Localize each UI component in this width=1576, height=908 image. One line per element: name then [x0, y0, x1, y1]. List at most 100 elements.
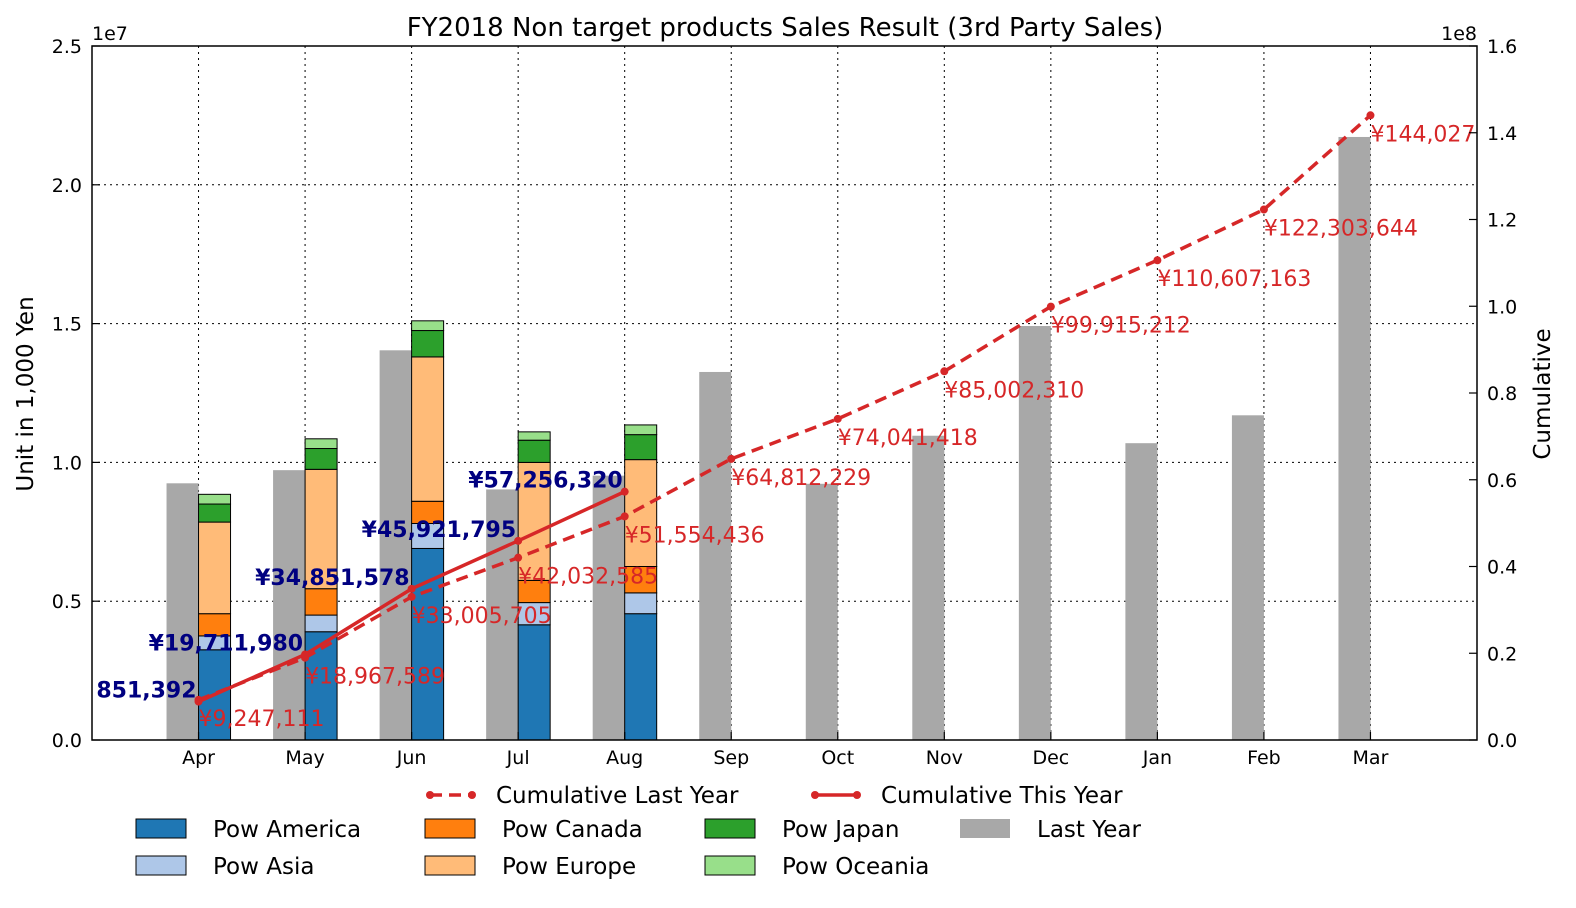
y-exponent-label: 1e7: [92, 23, 128, 45]
x-tick-label: Nov: [926, 747, 963, 769]
bar-pow-europe-may: [304, 468, 338, 590]
legend-patch-pow-europe: [424, 855, 476, 876]
y2-exponent-label: 1e8: [1441, 23, 1477, 45]
point-cumulative-last-year: [833, 414, 842, 423]
y-tick-label: 2.5: [52, 36, 82, 58]
label-cumulative-last-year: ¥42,032,585: [518, 565, 658, 590]
y2-tick-label: 0.8: [1487, 383, 1517, 405]
legend-patch-pow-oceania: [704, 855, 756, 876]
point-cumulative-this-year: [301, 650, 310, 659]
y2-tick-label: 1.2: [1487, 210, 1517, 232]
plot-area: ¥9,247,111 ¥18,967,589 ¥33,005,705 ¥42,032,…: [52, 36, 1517, 769]
legend-label-cumulative-last-year: Cumulative Last Year: [496, 783, 739, 809]
bar-last-year-mar: [1338, 136, 1371, 740]
bar-last-year-dec: [1018, 326, 1051, 740]
label-cumulative-this-year: ¥34,851,578: [255, 566, 409, 591]
point-cumulative-this-year: [620, 487, 629, 496]
legend-marker: [811, 791, 819, 799]
bar-pow-asia-aug: [624, 592, 658, 615]
point-cumulative-last-year: [407, 592, 416, 601]
bar-pow-japan-may: [304, 448, 338, 470]
point-cumulative-last-year: [1259, 205, 1268, 214]
x-tick-label: Jan: [1142, 747, 1172, 769]
x-tick-label: Sep: [713, 747, 749, 769]
bar-last-year-jul: [486, 489, 519, 740]
y-tick-label: 0.0: [52, 730, 82, 752]
bar-pow-oceania-jun: [411, 320, 445, 332]
y2-tick-label: 0.4: [1487, 557, 1517, 579]
legend-marker: [426, 791, 434, 799]
y2-axis-label: Cumulative: [1530, 328, 1556, 459]
x-tick-label: Jul: [506, 747, 530, 769]
y2-tick-label: 1.0: [1487, 296, 1517, 318]
point-cumulative-this-year: [194, 697, 203, 706]
legend-label-last-year: Last Year: [1037, 817, 1141, 843]
point-cumulative-this-year: [514, 536, 523, 545]
bar-pow-oceania-may: [304, 438, 338, 450]
bar-pow-america-jul: [517, 624, 551, 741]
bar-last-year-jan: [1125, 443, 1158, 740]
label-cumulative-last-year: ¥51,554,436: [625, 523, 765, 548]
bar-pow-europe-aug: [624, 459, 658, 567]
bar-pow-oceania-jul: [517, 431, 551, 441]
y-tick-label: 0.5: [52, 591, 82, 613]
legend-label-cumulative-this-year: Cumulative This Year: [881, 783, 1123, 809]
bar-pow-asia-jun: [411, 522, 445, 549]
point-cumulative-last-year: [727, 454, 736, 463]
y2-tick-label: 0.6: [1487, 470, 1517, 492]
label-cumulative-this-year: 851,392: [96, 679, 196, 704]
bar-last-year-apr: [166, 483, 199, 740]
point-cumulative-last-year: [1366, 111, 1375, 120]
point-cumulative-last-year: [514, 553, 523, 562]
legend: Cumulative Last Year Cumulative This Year…: [135, 783, 1141, 880]
x-tick-label: Dec: [1032, 747, 1069, 769]
legend-patch-pow-japan: [704, 818, 756, 839]
y-axis-label: Unit in 1,000 Yen: [13, 296, 39, 491]
y-tick-label: 2.0: [52, 175, 82, 197]
label-cumulative-last-year: ¥110,607,163: [1157, 267, 1311, 292]
bar-pow-europe-jun: [411, 356, 445, 502]
bar-pow-canada-aug: [624, 566, 658, 594]
label-cumulative-last-year: ¥144,027: [1370, 122, 1475, 147]
label-cumulative-last-year: ¥99,915,212: [1051, 314, 1191, 339]
legend-label-pow-asia: Pow Asia: [213, 854, 314, 880]
label-cumulative-last-year: ¥18,967,589: [305, 665, 445, 690]
y2-tick-label: 1.6: [1487, 36, 1517, 58]
label-cumulative-last-year: ¥64,812,229: [731, 466, 871, 491]
legend-marker: [468, 791, 476, 799]
legend-patch-last-year: [960, 819, 1010, 838]
bar-pow-america-aug: [624, 613, 658, 741]
point-cumulative-last-year: [1153, 256, 1162, 265]
legend-patch-pow-asia: [135, 855, 187, 876]
legend-label-pow-europe: Pow Europe: [502, 854, 636, 880]
bar-last-year-oct: [805, 483, 838, 740]
label-cumulative-last-year: ¥74,041,418: [838, 426, 978, 451]
y2-tick-label: 0.0: [1487, 730, 1517, 752]
legend-marker: [853, 791, 861, 799]
bar-pow-japan-jul: [517, 439, 551, 463]
x-tick-label: Feb: [1247, 747, 1281, 769]
bar-last-year-nov: [912, 435, 945, 740]
line-cumulative-last-year: [197, 113, 1372, 702]
label-cumulative-last-year: ¥33,005,705: [412, 604, 552, 629]
y2-tick-label: 0.2: [1487, 643, 1517, 665]
point-cumulative-last-year: [620, 512, 629, 521]
y-tick-label: 1.5: [52, 314, 82, 336]
label-cumulative-last-year: ¥85,002,310: [944, 378, 1084, 403]
y-tick-label: 1.0: [52, 452, 82, 474]
bar-pow-canada-may: [304, 588, 338, 616]
x-tick-label: Apr: [182, 747, 215, 769]
bar-last-year-sep: [699, 371, 732, 740]
bar-pow-japan-aug: [624, 434, 658, 461]
bar-pow-europe-apr: [198, 521, 232, 615]
legend-patch-pow-america: [135, 818, 187, 839]
bar-pow-oceania-apr: [198, 493, 232, 505]
bar-last-year-aug: [592, 475, 625, 740]
bar-pow-japan-jun: [411, 330, 445, 358]
label-cumulative-this-year: ¥57,256,320: [468, 469, 622, 494]
y2-tick-label: 1.4: [1487, 123, 1517, 145]
label-cumulative-last-year: ¥9,247,111: [199, 707, 325, 732]
bar-pow-asia-may: [304, 614, 338, 633]
point-cumulative-last-year: [940, 367, 949, 376]
